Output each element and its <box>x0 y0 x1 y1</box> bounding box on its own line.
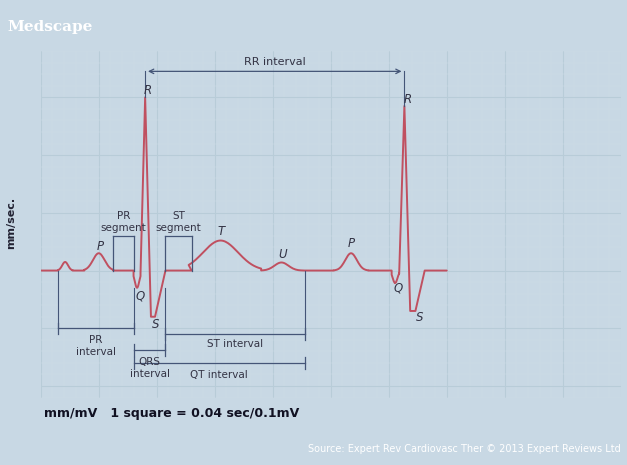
Text: R: R <box>403 93 411 106</box>
Text: Source: Expert Rev Cardiovasc Ther © 2013 Expert Reviews Ltd: Source: Expert Rev Cardiovasc Ther © 201… <box>308 444 621 454</box>
Text: ST interval: ST interval <box>207 339 263 349</box>
Text: QT interval: QT interval <box>190 370 248 380</box>
Text: ST
segment: ST segment <box>155 212 201 233</box>
Text: R: R <box>144 85 152 98</box>
Text: RR interval: RR interval <box>244 57 305 67</box>
Text: PR
interval: PR interval <box>76 335 116 357</box>
Text: Q: Q <box>135 289 145 302</box>
Text: S: S <box>152 318 159 331</box>
Text: T: T <box>218 225 224 238</box>
Text: P: P <box>97 240 104 253</box>
Text: U: U <box>278 248 287 261</box>
Text: Q: Q <box>393 281 403 294</box>
Text: mm/mV   1 square = 0.04 sec/0.1mV: mm/mV 1 square = 0.04 sec/0.1mV <box>44 407 299 420</box>
Text: mm/sec.: mm/sec. <box>6 197 16 249</box>
Text: S: S <box>416 312 423 325</box>
Text: P: P <box>348 238 356 251</box>
Text: QRS
interval: QRS interval <box>130 357 169 379</box>
Text: Medscape: Medscape <box>8 20 93 34</box>
Text: PR
segment: PR segment <box>100 212 146 233</box>
